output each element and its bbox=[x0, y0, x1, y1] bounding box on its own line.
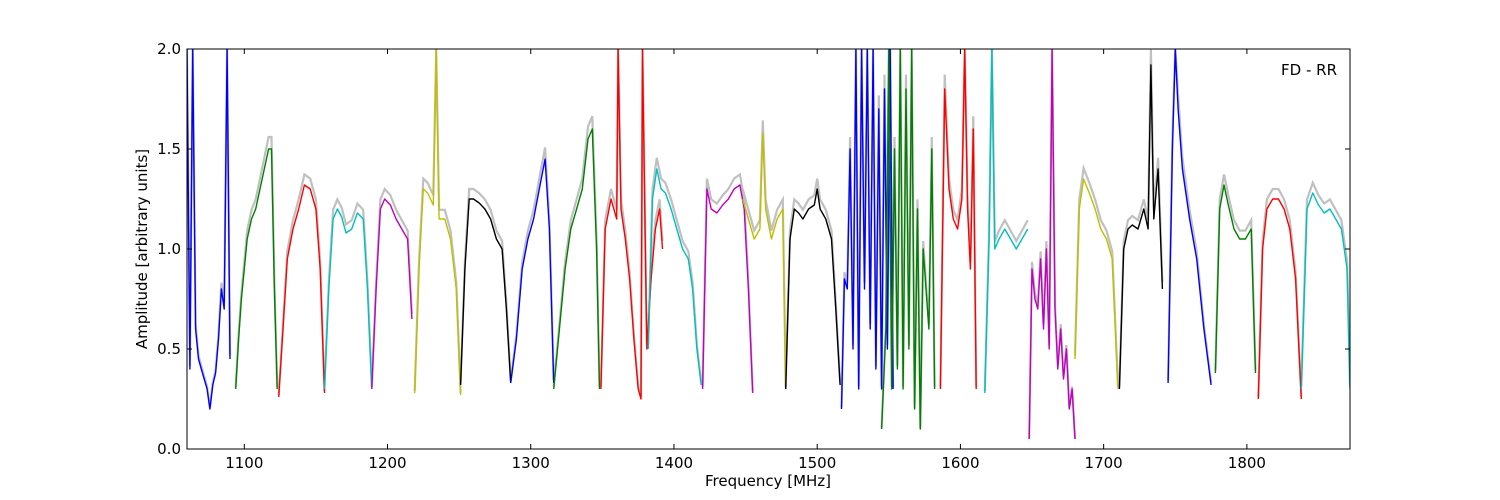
x-tick-label-1400: 1400 bbox=[655, 454, 693, 472]
x-tick-label-1300: 1300 bbox=[512, 454, 550, 472]
series-line-21 bbox=[1118, 64, 1164, 390]
series-line-18 bbox=[984, 49, 1029, 394]
y-axis-label: Amplitude [arbitrary units] bbox=[133, 149, 151, 349]
y-tick-label-3: 1.5 bbox=[157, 140, 181, 158]
series-line-7 bbox=[459, 198, 512, 386]
series-line-22 bbox=[1167, 49, 1212, 386]
x-tick-label-1100: 1100 bbox=[225, 454, 263, 472]
series-line-12 bbox=[701, 184, 754, 394]
gray-reference-line-15 bbox=[840, 49, 895, 408]
x-tick-label-1700: 1700 bbox=[1085, 454, 1123, 472]
series-line-20 bbox=[1074, 178, 1119, 390]
y-tick-label-4: 2.0 bbox=[157, 40, 181, 58]
series-line-16 bbox=[880, 49, 936, 430]
x-tick-label-1500: 1500 bbox=[798, 454, 836, 472]
gray-reference-line-25 bbox=[1300, 179, 1350, 387]
series-line-4 bbox=[323, 208, 373, 390]
series-line-6 bbox=[414, 49, 462, 396]
y-tick-label-0: 0.0 bbox=[157, 440, 181, 458]
series-line-24 bbox=[1257, 198, 1302, 400]
gray-reference-line-23 bbox=[1214, 174, 1257, 371]
series-line-15 bbox=[840, 49, 894, 410]
series-line-3 bbox=[278, 184, 326, 398]
gray-reference-line-24 bbox=[1257, 187, 1303, 398]
x-axis-label: Frequency [MHz] bbox=[705, 472, 831, 490]
ticks-layer: 1100 1200 1300 1400 1500 1600 1700 1800 0.0 0.5 1.… bbox=[157, 40, 1350, 472]
series-line-17 bbox=[939, 49, 977, 390]
series-line-14 bbox=[785, 188, 841, 390]
series-line-2 bbox=[235, 148, 278, 390]
x-tick-label-1600: 1600 bbox=[941, 454, 979, 472]
gray-reference-line-21 bbox=[1118, 49, 1164, 387]
gray-reference-line-20 bbox=[1073, 163, 1120, 387]
series-line-9 bbox=[553, 128, 601, 390]
series-line-8 bbox=[510, 158, 555, 384]
x-tick-label-1800: 1800 bbox=[1228, 454, 1266, 472]
series-line-25 bbox=[1300, 192, 1350, 390]
gray-reference-line-14 bbox=[784, 178, 842, 387]
chart-annotation: FD - RR bbox=[1281, 61, 1337, 79]
y-tick-label-2: 1.0 bbox=[157, 240, 181, 258]
series-line-10 bbox=[600, 49, 664, 400]
series-line-19 bbox=[1028, 49, 1076, 440]
series-line-23 bbox=[1214, 184, 1257, 374]
series-line-13 bbox=[742, 132, 787, 390]
series-line-11 bbox=[647, 168, 702, 386]
series-line-5 bbox=[371, 198, 413, 390]
y-tick-label-1: 0.5 bbox=[157, 340, 181, 358]
series-layer bbox=[187, 49, 1350, 440]
series-line-1 bbox=[187, 49, 231, 410]
x-tick-label-1200: 1200 bbox=[368, 454, 406, 472]
